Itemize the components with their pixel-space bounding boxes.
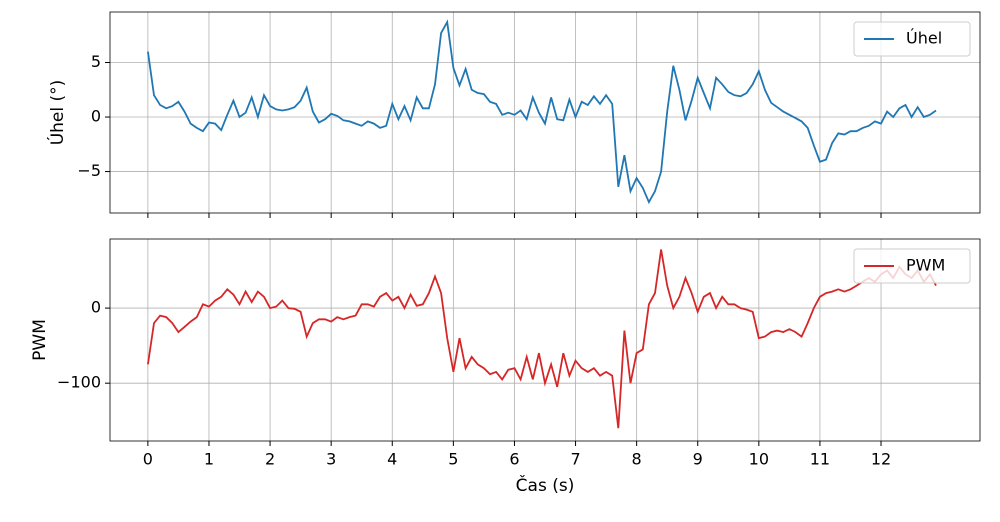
x-tick-label: 7 bbox=[570, 450, 580, 469]
x-tick-label: 5 bbox=[448, 450, 458, 469]
y-axis-label: Úhel (°) bbox=[46, 80, 68, 146]
x-tick-label: 4 bbox=[387, 450, 397, 469]
y-tick-label: 0 bbox=[91, 298, 101, 317]
x-tick-label: 11 bbox=[810, 450, 830, 469]
plot-frame bbox=[109, 11, 981, 214]
x-tick-label: 10 bbox=[749, 450, 769, 469]
plot-frame bbox=[109, 238, 981, 442]
y-tick-label: 5 bbox=[91, 52, 101, 71]
x-tick-label: 9 bbox=[693, 450, 703, 469]
legend-box bbox=[853, 21, 971, 57]
y-tick-label: −100 bbox=[57, 373, 101, 392]
y-axis-label: PWM bbox=[30, 319, 50, 361]
legend-label: PWM bbox=[906, 256, 945, 275]
legend-box bbox=[853, 248, 971, 284]
x-tick-label: 6 bbox=[509, 450, 519, 469]
x-axis-label: Čas (s) bbox=[516, 474, 575, 496]
legend-label: Úhel bbox=[906, 29, 942, 48]
x-tick-label: 8 bbox=[632, 450, 642, 469]
x-tick-label: 2 bbox=[265, 450, 275, 469]
y-tick-label: −5 bbox=[77, 161, 101, 180]
x-tick-label: 3 bbox=[326, 450, 336, 469]
x-tick-label: 0 bbox=[143, 450, 153, 469]
data-line bbox=[147, 19, 937, 205]
data-line bbox=[147, 249, 937, 429]
x-tick-label: 1 bbox=[204, 450, 214, 469]
x-tick-label: 12 bbox=[871, 450, 891, 469]
y-tick-label: 0 bbox=[91, 107, 101, 126]
